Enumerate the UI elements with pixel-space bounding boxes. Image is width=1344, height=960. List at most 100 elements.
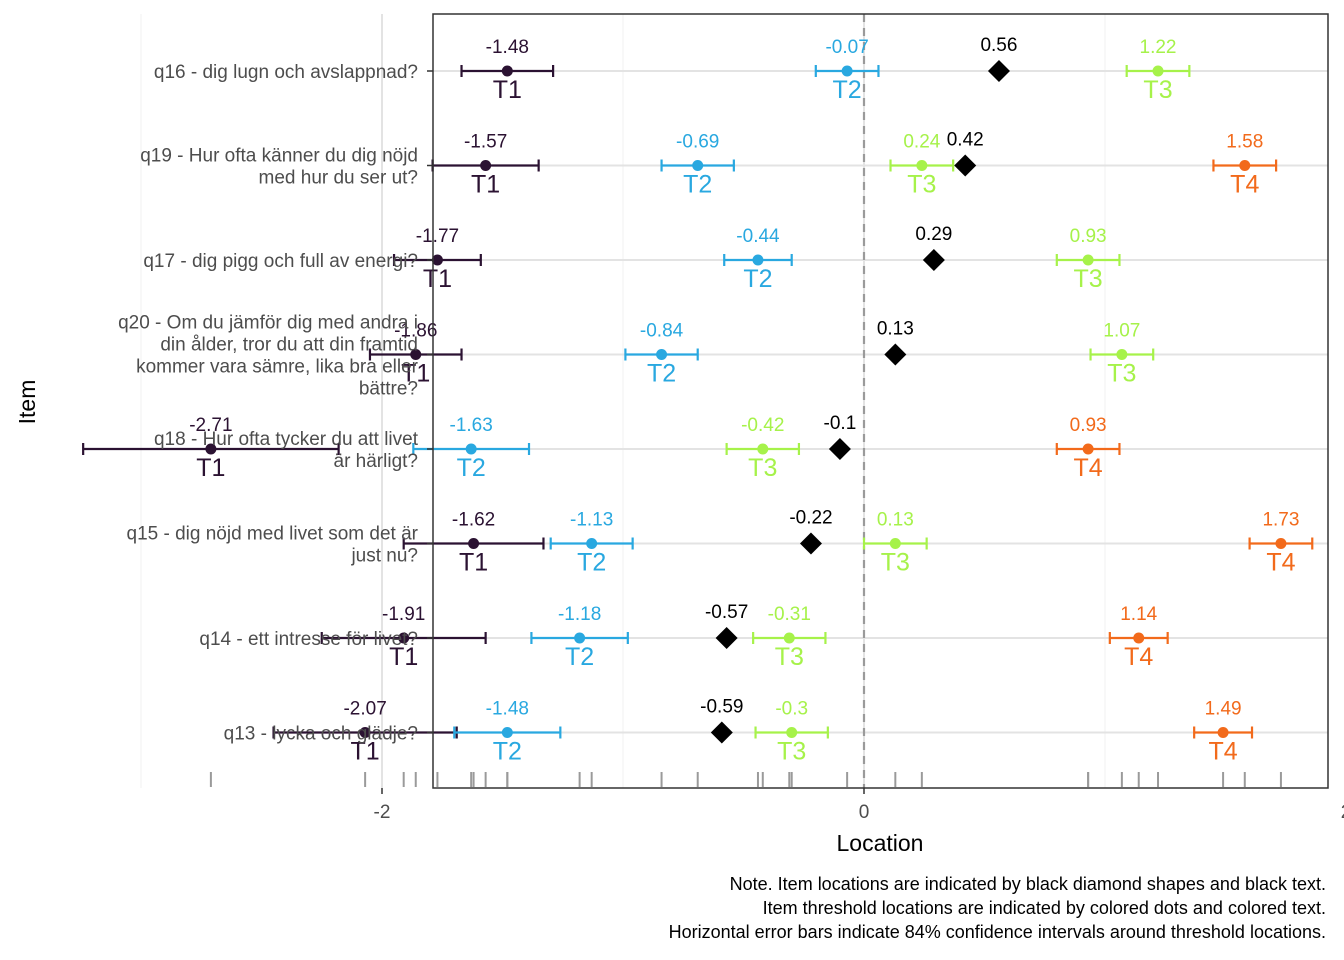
threshold-value-label: 0.24 <box>903 132 940 153</box>
item-location-label: 0.56 <box>980 35 1017 56</box>
y-tick-label: q13 - lycka och glädje? <box>224 724 418 745</box>
y-tick-label: q19 - Hur ofta känner du dig nöjd med hur… <box>140 146 418 189</box>
threshold-value-label: -1.91 <box>382 604 425 625</box>
threshold-point <box>468 538 480 549</box>
threshold-name-label: T3 <box>881 549 910 577</box>
threshold-value-label: -2.07 <box>343 699 386 720</box>
threshold-value-label: -0.69 <box>676 132 719 153</box>
item-location-diamond <box>884 343 907 366</box>
threshold-value-label: -2.71 <box>189 415 232 436</box>
threshold-point <box>586 538 598 549</box>
threshold-group: 0.13 T3 <box>862 510 928 577</box>
threshold-group: 1.14 T4 <box>1108 604 1169 671</box>
threshold-value-label: 1.73 <box>1262 510 1299 531</box>
threshold-group: -0.69 T2 <box>660 132 735 199</box>
threshold-value-label: 1.49 <box>1205 699 1242 720</box>
y-tick-label-line: q18 - Hur ofta tycker du att livet <box>154 429 419 450</box>
threshold-value-label: -1.48 <box>486 37 529 58</box>
threshold-group: 0.24 T3 <box>889 132 955 199</box>
y-tick-label-line: q17 - dig pigg och full av energi? <box>143 251 418 272</box>
threshold-point <box>1133 632 1145 644</box>
threshold-name-label: T1 <box>459 549 488 577</box>
threshold-value-label: 1.58 <box>1226 132 1263 153</box>
threshold-point <box>692 160 704 171</box>
threshold-name-label: T1 <box>389 643 418 671</box>
threshold-point <box>752 254 764 266</box>
y-tick-label-line: just nu? <box>350 546 418 567</box>
threshold-point <box>916 160 928 171</box>
threshold-point <box>574 632 586 644</box>
threshold-value-label: -0.07 <box>825 37 868 58</box>
note-line: Item threshold locations are indicated b… <box>763 898 1326 918</box>
item-location-diamond <box>828 438 851 460</box>
note-line: Note. Item locations are indicated by bl… <box>730 874 1326 894</box>
threshold-name-label: T3 <box>777 738 806 766</box>
threshold-group: -0.3 T3 <box>754 699 829 766</box>
x-axis: -2 0 2 <box>374 788 1344 823</box>
threshold-point <box>841 65 853 77</box>
threshold-value-label: 1.14 <box>1120 604 1157 625</box>
y-tick-label-line: är härligt? <box>334 451 419 472</box>
threshold-name-label: T3 <box>1143 76 1172 104</box>
threshold-name-label: T1 <box>493 76 522 104</box>
threshold-group: -1.18 T2 <box>530 604 629 671</box>
threshold-group: -0.42 T3 <box>725 415 801 482</box>
threshold-group: -1.62 T1 <box>402 510 545 577</box>
plot-panel <box>433 14 1328 788</box>
threshold-name-label: T2 <box>457 454 486 482</box>
threshold-point <box>656 349 668 360</box>
threshold-value-label: 0.13 <box>877 510 914 531</box>
threshold-group: -0.31 T3 <box>752 604 827 671</box>
threshold-value-label: -1.48 <box>486 699 529 720</box>
threshold-value-label: -1.57 <box>464 132 507 153</box>
threshold-point <box>1217 727 1229 738</box>
threshold-group: -1.13 T2 <box>549 510 634 577</box>
threshold-point <box>1152 65 1164 77</box>
threshold-point <box>480 160 492 171</box>
y-tick-label: q20 - Om du jämför dig med andra i din ål… <box>118 313 419 400</box>
threshold-name-label: T3 <box>1074 265 1103 293</box>
item-location-label: -0.59 <box>700 697 743 718</box>
threshold-name-label: T4 <box>1230 171 1259 199</box>
threshold-value-label: 0.93 <box>1070 226 1107 247</box>
threshold-value-label: -1.13 <box>570 510 613 531</box>
threshold-group: -2.71 T1 <box>82 415 340 482</box>
threshold-name-label: T3 <box>748 454 777 482</box>
y-tick-label-line: med hur du ser ut? <box>259 168 418 189</box>
item-row: -1.62 T1 -1.13 T2 0.13 T3 1.73 T4 -0.22 <box>402 508 1314 577</box>
threshold-value-label: 1.07 <box>1103 321 1140 342</box>
item-location-label: 0.29 <box>915 224 952 245</box>
y-tick-label-line: q15 - dig nöjd med livet som det är <box>127 524 419 545</box>
threshold-name-label: T1 <box>351 738 380 766</box>
item-location-diamond <box>799 532 822 555</box>
threshold-point <box>1116 349 1128 360</box>
threshold-point <box>757 443 769 455</box>
threshold-name-label: T1 <box>471 171 500 199</box>
item-location-diamond <box>987 60 1010 82</box>
x-tick-label: 0 <box>859 802 870 823</box>
threshold-name-label: T2 <box>565 643 594 671</box>
item-location-label: 0.42 <box>947 130 984 151</box>
threshold-value-label: 1.22 <box>1140 37 1177 58</box>
threshold-value-label: -0.44 <box>736 226 780 247</box>
threshold-group: -0.07 T2 <box>814 37 880 104</box>
threshold-name-label: T4 <box>1074 454 1103 482</box>
threshold-value-label: -1.86 <box>394 321 437 342</box>
threshold-point <box>786 727 798 738</box>
item-location-label: -0.1 <box>824 413 857 434</box>
x-tick-label: -2 <box>374 802 391 823</box>
threshold-group: 0.93 T3 <box>1055 226 1121 293</box>
threshold-group: -0.44 T2 <box>723 226 793 293</box>
threshold-name-label: T3 <box>907 171 936 199</box>
y-tick-label-line: q19 - Hur ofta känner du dig nöjd <box>140 146 418 167</box>
threshold-name-label: T3 <box>775 643 804 671</box>
item-location-label: -0.57 <box>705 602 748 623</box>
threshold-group: -1.77 T1 <box>392 226 482 293</box>
threshold-name-label: T4 <box>1266 549 1295 577</box>
threshold-name-label: T2 <box>833 76 862 104</box>
threshold-point <box>205 443 217 455</box>
